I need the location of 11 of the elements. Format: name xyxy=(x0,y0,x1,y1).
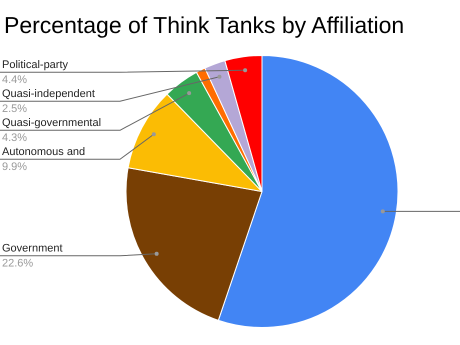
slice-label: Quasi-independent xyxy=(2,88,95,100)
slice-label: Government xyxy=(2,242,63,254)
slice-label: Political-party xyxy=(2,58,69,71)
data-label: 22.6% xyxy=(2,257,34,270)
data-label: 4.3% xyxy=(2,132,28,144)
slice-label: Autonomous and xyxy=(2,146,86,158)
data-label: 4.4% xyxy=(2,74,28,86)
data-label: 2.5% xyxy=(2,102,28,115)
data-label: 9.9% xyxy=(2,160,28,173)
slice-label: Quasi-governmental xyxy=(2,116,102,129)
chart-title: Percentage of Think Tanks by Affiliation xyxy=(4,12,404,39)
